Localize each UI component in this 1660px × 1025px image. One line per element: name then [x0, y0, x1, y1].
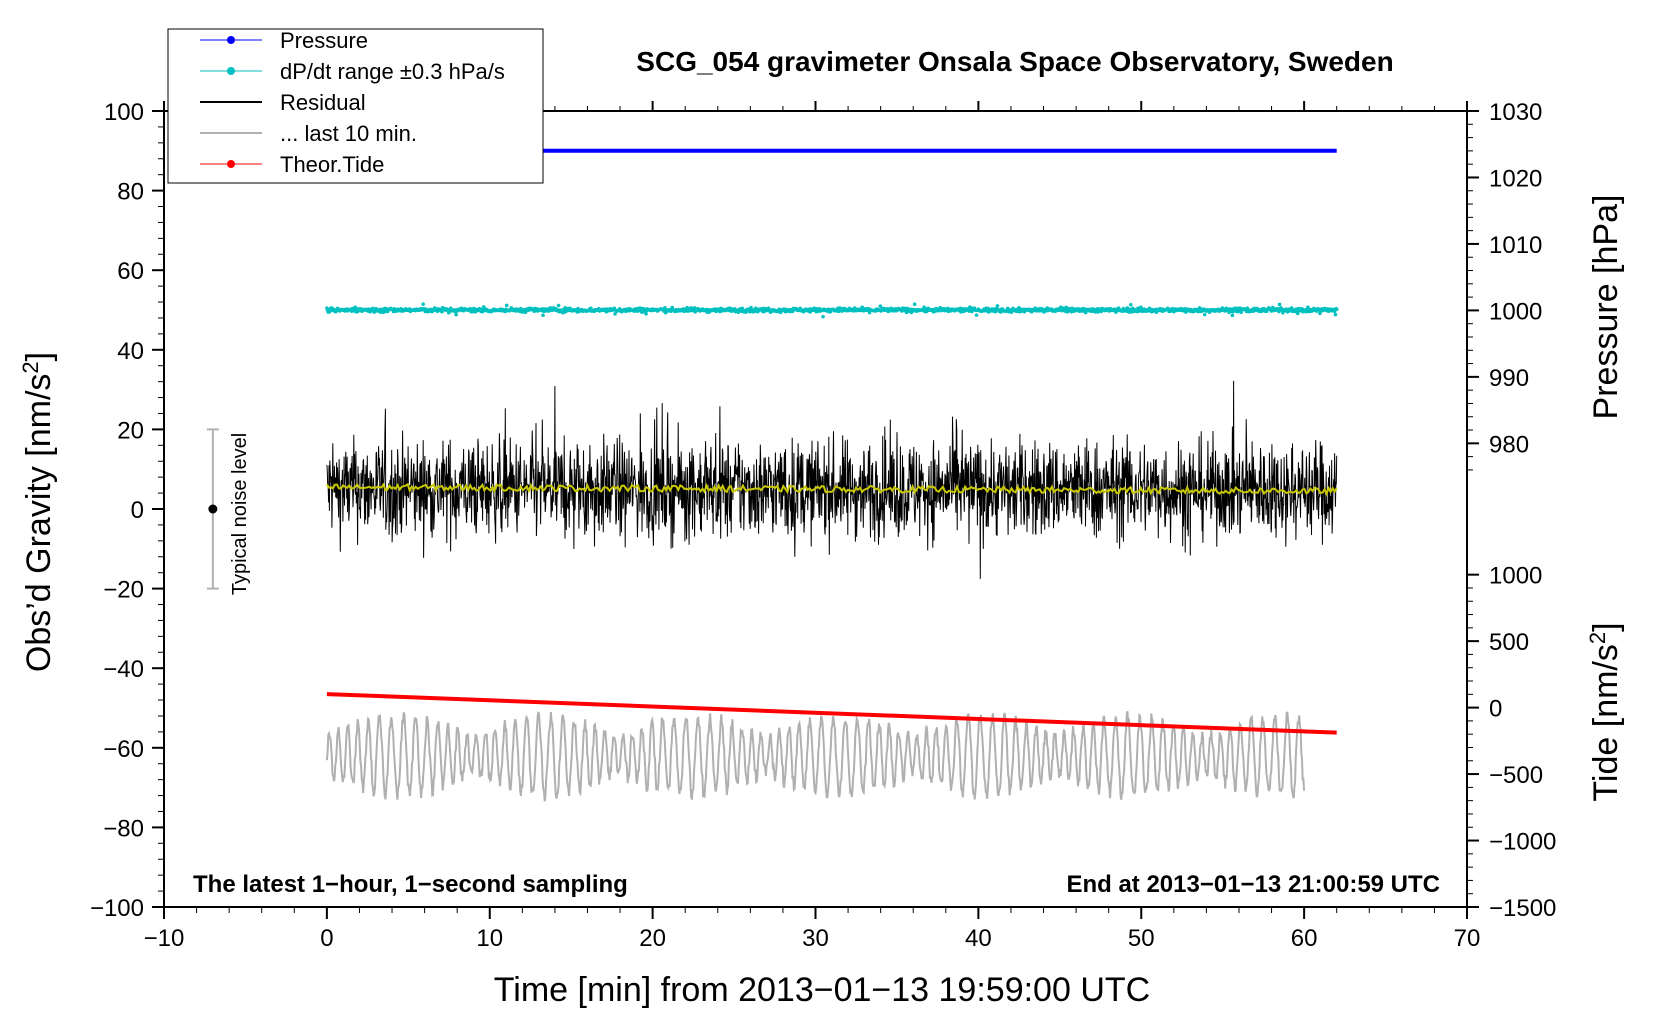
legend-label: Residual — [280, 90, 366, 115]
series-layer — [325, 148, 1339, 802]
y-tick-label: −20 — [103, 577, 144, 604]
tide-tick-label: −1500 — [1489, 895, 1556, 922]
tide-tick-label: −500 — [1489, 762, 1543, 789]
end-time-note: End at 2013−01−13 21:00:59 UTC — [1066, 871, 1440, 898]
x-tick-label: 70 — [1454, 925, 1481, 952]
noise-label: Typical noise level — [229, 433, 251, 595]
x-tick-label: 10 — [476, 925, 503, 952]
y-tick-label: −80 — [103, 815, 144, 842]
legend-label: Pressure — [280, 28, 368, 53]
x-tick-label: 20 — [639, 925, 666, 952]
last-10-min-line — [325, 711, 1306, 802]
y-axis-left-title-sup: 2 — [18, 361, 43, 373]
chart-title: SCG_054 gravimeter Onsala Space Observat… — [636, 46, 1393, 77]
legend: Pressure dP/dt range ±0.3 hPa/s Residual..… — [167, 28, 544, 184]
pressure-tick-label: 980 — [1489, 431, 1529, 458]
tide-axis-title-sup: 2 — [1585, 632, 1610, 644]
legend-marker — [227, 67, 235, 75]
pressure-tick-label: 1010 — [1489, 232, 1542, 259]
y-tick-label: 40 — [117, 338, 144, 365]
dpdt-series — [325, 302, 1339, 319]
x-tick-label: 0 — [320, 925, 333, 952]
x-tick-label: 40 — [965, 925, 992, 952]
y-axis-left-title-main: Obs’d Gravity [nm/s — [20, 374, 58, 673]
tide-axis-title-end: ] — [1587, 622, 1625, 631]
x-tick-label: −10 — [144, 925, 185, 952]
noise-indicator: Typical noise level — [206, 428, 251, 595]
pressure-tick-label: 1020 — [1489, 165, 1542, 192]
legend-label: Theor.Tide — [280, 152, 384, 177]
tide-tick-label: −1000 — [1489, 829, 1556, 856]
x-axis-title: Time [min] from 2013−01−13 19:59:00 UTC — [494, 971, 1150, 1009]
legend-label: ... last 10 min. — [280, 121, 417, 146]
pressure-tick-label: 990 — [1489, 365, 1529, 392]
sampling-note: The latest 1−hour, 1−second sampling — [193, 871, 628, 898]
legend-marker — [227, 160, 235, 168]
y-tick-label: −60 — [103, 736, 144, 763]
y-axis-left-title: Obs’d Gravity [nm/s2] — [18, 352, 58, 672]
smoothed-residual-line — [326, 482, 1338, 497]
residual-line — [326, 380, 1338, 579]
axes-layer: −10 0 10 20 30 40 50 60 70−100−80−60−40−20020406… — [90, 99, 1556, 952]
y-tick-label: 0 — [131, 497, 144, 524]
y-axis-left-title-end: ] — [20, 352, 58, 361]
y-tick-label: 60 — [117, 258, 144, 285]
tide-axis-title: Tide [nm/s2] — [1585, 622, 1625, 801]
noise-center-dot — [208, 504, 218, 514]
tide-tick-label: 1000 — [1489, 563, 1542, 590]
legend-box — [167, 28, 544, 184]
x-tick-label: 60 — [1291, 925, 1318, 952]
tide-tick-label: 500 — [1489, 629, 1529, 656]
pressure-tick-label: 1030 — [1489, 99, 1542, 126]
x-tick-label: 50 — [1128, 925, 1155, 952]
pressure-tick-label: 1000 — [1489, 298, 1542, 325]
y-tick-label: 100 — [104, 99, 144, 126]
y-tick-label: −100 — [90, 895, 144, 922]
y-tick-label: 80 — [117, 179, 144, 206]
tide-axis-title-main: Tide [nm/s — [1587, 644, 1625, 801]
theor-tide-line — [326, 692, 1337, 735]
x-tick-label: 30 — [802, 925, 829, 952]
y-tick-label: 20 — [117, 417, 144, 444]
legend-label: dP/dt range ±0.3 hPa/s — [280, 59, 505, 84]
y-tick-label: −40 — [103, 656, 144, 683]
tide-tick-label: 0 — [1489, 696, 1502, 723]
legend-marker — [227, 36, 235, 44]
pressure-axis-title: Pressure [hPa] — [1587, 195, 1625, 420]
